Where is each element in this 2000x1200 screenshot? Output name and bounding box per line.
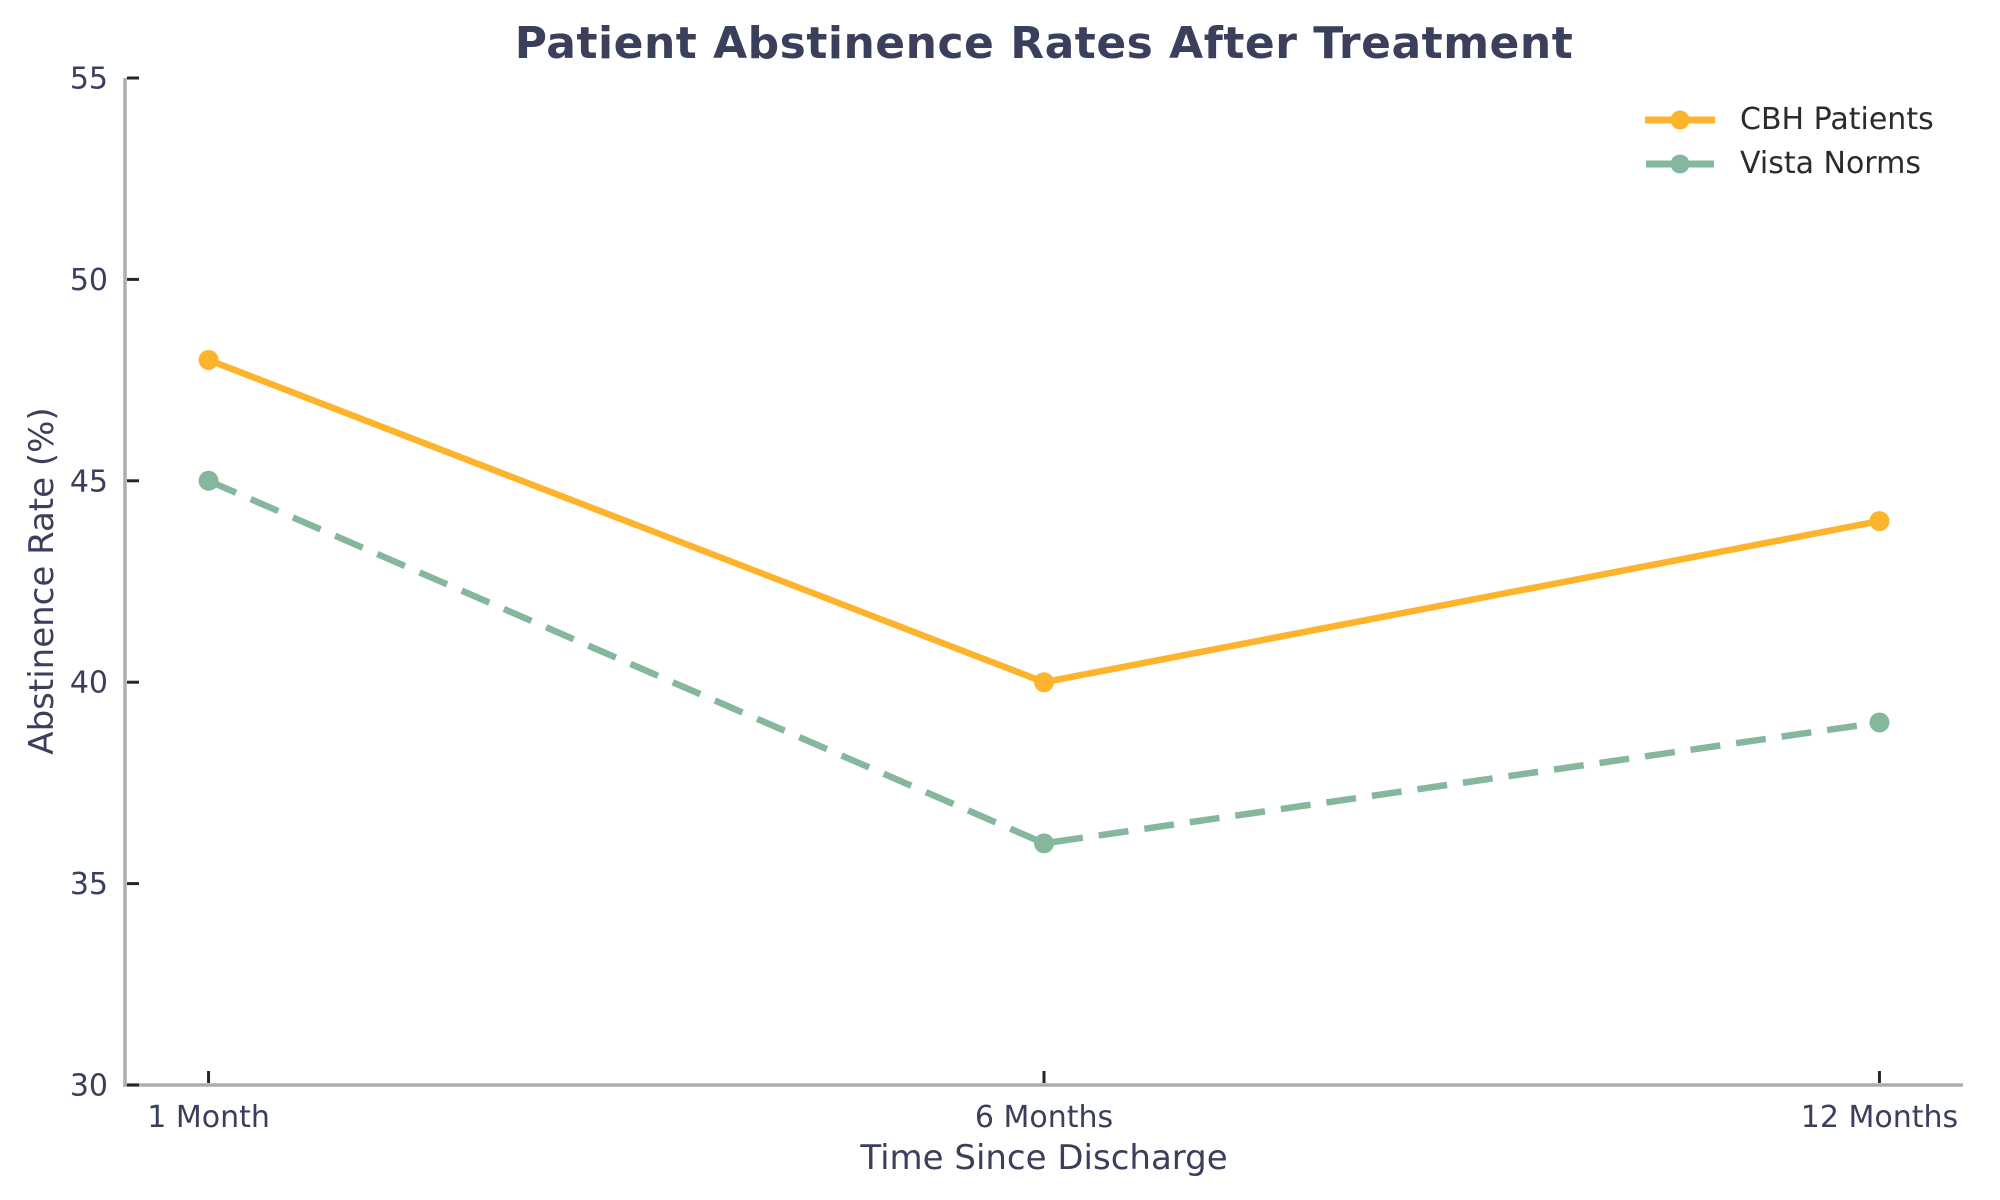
legend: CBH Patients Vista Norms	[1645, 102, 1934, 181]
y-tick-label: 40	[70, 666, 108, 701]
x-tick-label: 6 Months	[975, 1100, 1113, 1135]
y-tick-label: 55	[70, 62, 108, 97]
data-point-marker	[1869, 511, 1890, 532]
series-line-cbh-patients	[205, 356, 1883, 686]
legend-label: Vista Norms	[1740, 146, 1921, 181]
chart-title: Patient Abstinence Rates After Treatment	[514, 18, 1574, 69]
x-tick-label: 12 Months	[1801, 1100, 1958, 1135]
legend-swatch-line-icon	[1645, 110, 1715, 129]
data-point-marker	[1869, 712, 1890, 733]
legend-label: CBH Patients	[1740, 102, 1934, 137]
legend-item-vista-norms: Vista Norms	[1645, 146, 1934, 181]
series-line-vista-norms	[207, 477, 1880, 847]
y-tick-label: 45	[70, 464, 108, 499]
y-tick-label: 30	[70, 1069, 108, 1104]
data-point-marker	[1034, 672, 1054, 693]
x-axis-label: Time Since Discharge	[860, 1138, 1228, 1178]
legend-item-cbh-patients: CBH Patients	[1645, 102, 1934, 137]
legend-swatch-dashed-line-icon	[1646, 154, 1714, 173]
data-point-marker	[198, 349, 219, 370]
data-point-marker	[198, 470, 219, 491]
data-point-marker	[1034, 833, 1054, 854]
y-tick-label: 35	[70, 867, 108, 902]
y-tick-label: 50	[70, 263, 108, 298]
x-tick-label: 1 Month	[147, 1100, 270, 1135]
y-axis-label: Abstinence Rate (%)	[22, 407, 62, 755]
